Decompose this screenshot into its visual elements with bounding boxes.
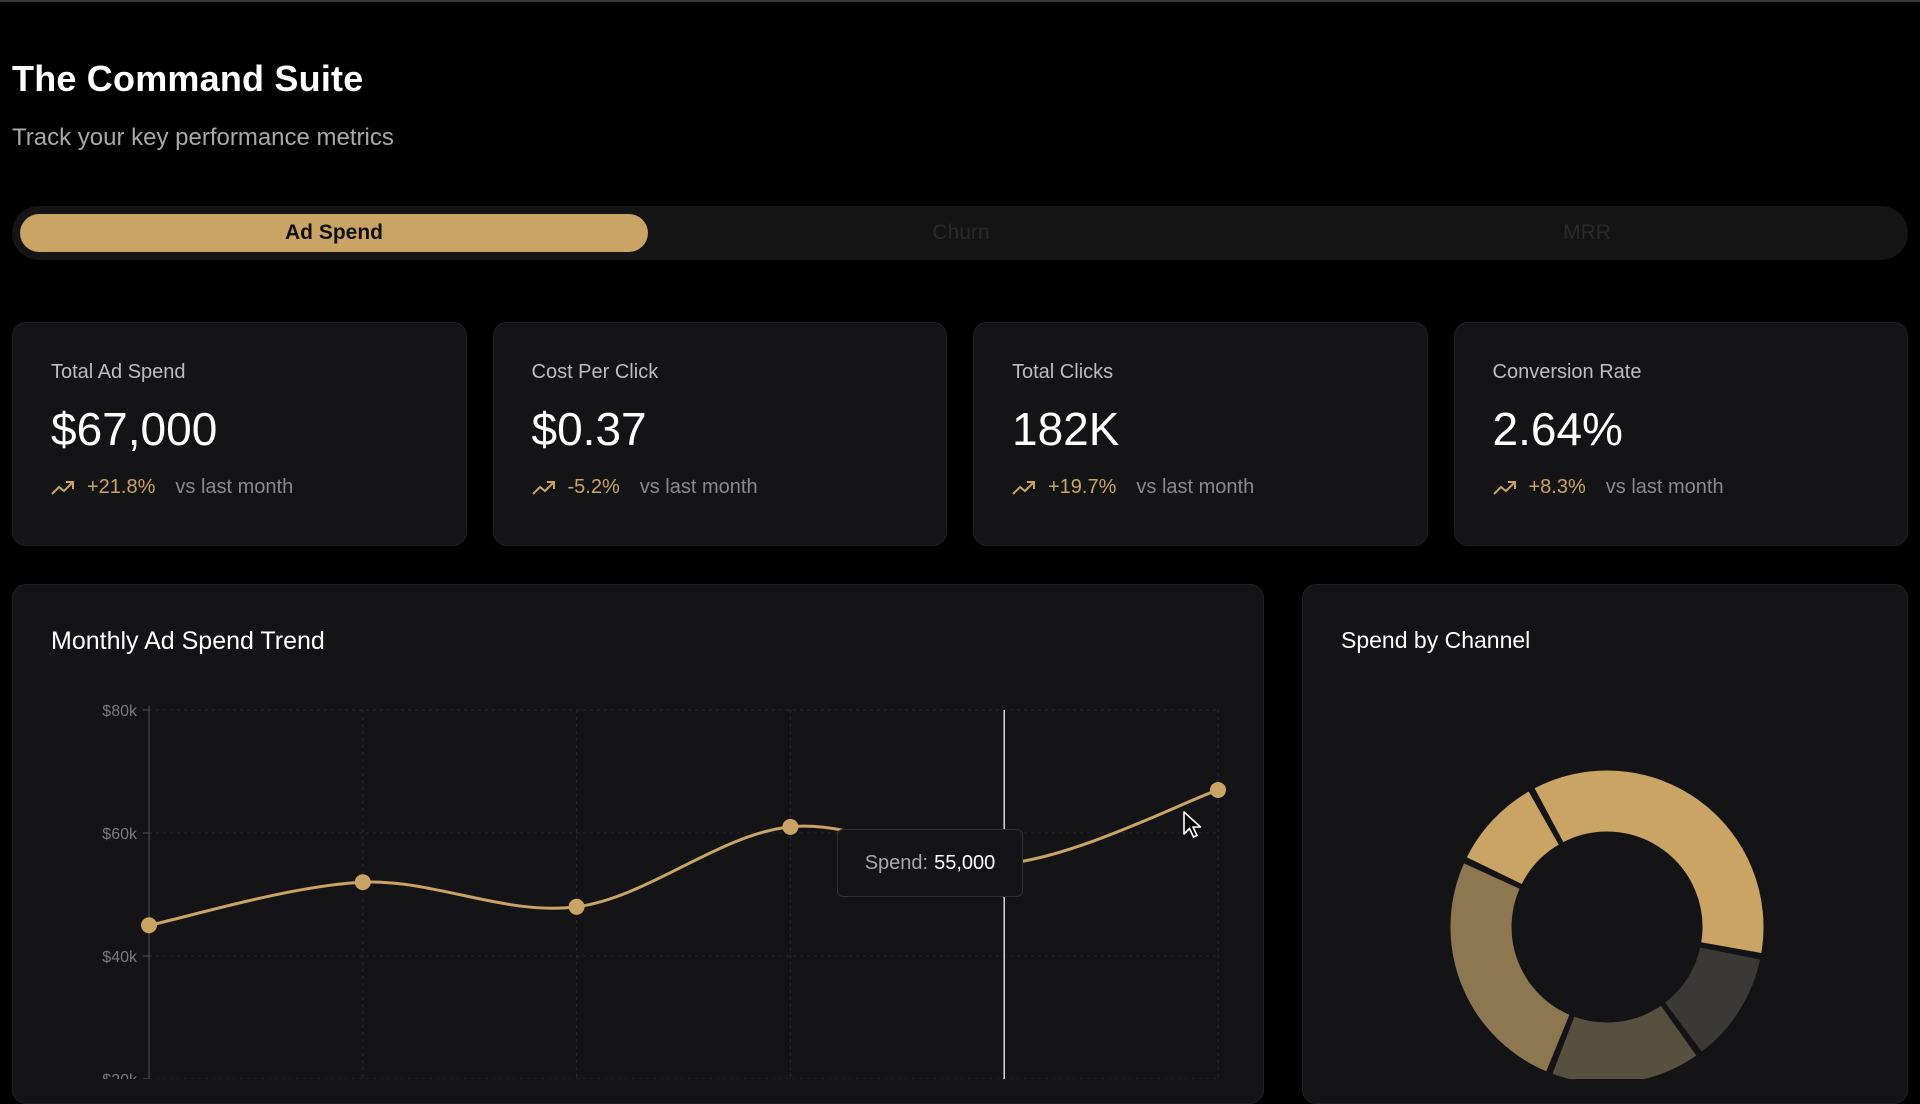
metric-change: -5.2% [567, 476, 620, 498]
chart-title: Spend by Channel [1341, 627, 1531, 653]
metric-change: +19.7% [1048, 476, 1117, 498]
monthly-ad-spend-trend-panel: $20k$40k$60k$80k Monthly Ad Spend Trend … [12, 584, 1264, 1104]
donut-slice [1462, 787, 1563, 888]
donut-chart[interactable] [1303, 585, 1907, 1079]
metric-label: Total Clicks [1012, 361, 1114, 383]
metric-trend: +21.8% vs last month [51, 476, 428, 499]
metric-cards: Total Ad Spend $67,000 +21.8% vs last mo… [12, 322, 1908, 546]
metric-change: +8.3% [1528, 476, 1586, 498]
donut-slice [1530, 767, 1767, 957]
metric-card-conversion-rate: Conversion Rate 2.64% +8.3% vs last mont… [1453, 322, 1908, 546]
spend-by-channel-panel: Spend by Channel [1302, 584, 1908, 1104]
tooltip-value: 55,000 [934, 851, 996, 874]
tab-churn[interactable]: Churn [932, 221, 990, 244]
donut-slice [1661, 943, 1764, 1056]
y-tick-label: $40k [102, 949, 138, 966]
data-point [354, 874, 371, 891]
mouse-cursor-icon [1183, 811, 1202, 838]
tooltip-label: Spend: [864, 851, 929, 874]
donut-slice [1447, 859, 1574, 1076]
y-tick-label: $80k [102, 703, 138, 720]
metric-value: 182K [1012, 403, 1120, 455]
trending-up-icon [531, 480, 555, 495]
metric-trend: -5.2% vs last month [531, 476, 909, 499]
metric-card-cost-per-click: Cost Per Click $0.37 -5.2% vs last month [492, 322, 947, 546]
metric-caption: vs last month [1605, 476, 1724, 498]
data-point [782, 818, 799, 835]
chart-tooltip: Spend: 55,000 [837, 829, 1023, 897]
metric-caption: vs last month [175, 476, 294, 498]
donut-slice [1548, 1001, 1701, 1079]
y-tick-label: $20k [102, 1072, 138, 1079]
trending-up-icon [1492, 480, 1516, 495]
trending-up-icon [1012, 480, 1035, 495]
metric-value: $67,000 [51, 403, 218, 455]
metric-label: Cost Per Click [531, 361, 659, 383]
metric-caption: vs last month [1136, 476, 1255, 498]
metric-label: Conversion Rate [1492, 361, 1642, 383]
metric-caption: vs last month [639, 476, 758, 498]
page-title: The Command Suite [12, 58, 364, 99]
metric-tabs: Ad Spend Churn MRR [12, 206, 1908, 260]
data-point [1210, 781, 1226, 798]
data-point [568, 898, 585, 915]
trending-up-icon [51, 480, 74, 495]
metric-card-total-ad-spend: Total Ad Spend $67,000 +21.8% vs last mo… [12, 322, 467, 546]
metric-value: 2.64% [1492, 403, 1623, 455]
metric-label: Total Ad Spend [51, 361, 186, 383]
line-chart[interactable]: $20k $40k $60k $80k [13, 585, 1263, 1079]
tab-mrr[interactable]: MRR [1563, 221, 1611, 244]
metric-card-total-clicks: Total Clicks 182K +19.7% vs last month [973, 322, 1428, 546]
metric-value: $0.37 [531, 403, 647, 455]
tab-ad-spend[interactable]: Ad Spend [20, 214, 648, 252]
page-subtitle: Track your key performance metrics [12, 124, 394, 151]
metric-trend: +8.3% vs last month [1492, 476, 1870, 499]
metric-trend: +19.7% vs last month [1012, 476, 1389, 499]
top-border [0, 0, 1920, 2]
series-line-ad-spend [148, 788, 1219, 927]
chart-title: Monthly Ad Spend Trend [51, 627, 325, 655]
data-point [141, 917, 157, 934]
y-tick-label: $60k [102, 826, 138, 843]
metric-change: +21.8% [87, 476, 156, 498]
